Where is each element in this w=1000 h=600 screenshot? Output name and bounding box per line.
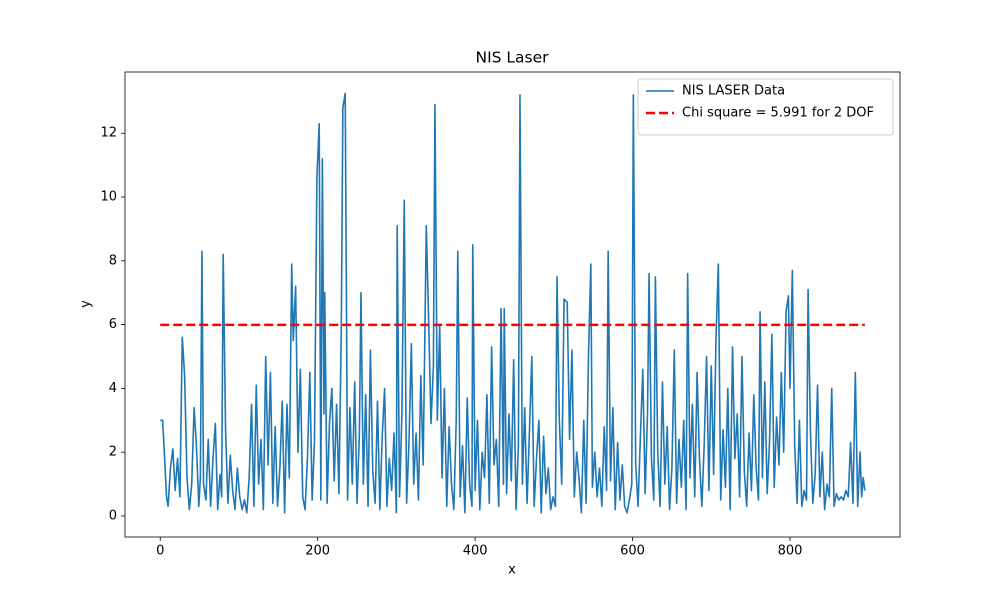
legend: NIS LASER Data Chi square = 5.991 for 2 D… bbox=[637, 78, 894, 136]
legend-label: NIS LASER Data bbox=[682, 84, 785, 99]
y-tick-label: 12 bbox=[100, 126, 117, 141]
legend-box bbox=[637, 78, 894, 136]
x-tick-label: 800 bbox=[778, 544, 803, 559]
x-tick-label: 200 bbox=[305, 544, 330, 559]
y-axis-label: y bbox=[79, 300, 94, 308]
x-axis-label: x bbox=[508, 563, 516, 578]
data-line bbox=[160, 92, 866, 514]
x-tick-label: 600 bbox=[620, 544, 645, 559]
x-tick-label: 400 bbox=[463, 544, 488, 559]
y-tick-label: 2 bbox=[109, 445, 117, 460]
y-tick-label: 0 bbox=[109, 508, 117, 523]
x-tick-label: 0 bbox=[156, 544, 164, 559]
y-tick-label: 6 bbox=[109, 317, 117, 332]
legend-label: Chi square = 5.991 for 2 DOF bbox=[682, 106, 874, 121]
y-tick-label: 10 bbox=[100, 190, 117, 205]
axes-frame bbox=[124, 71, 901, 538]
chart-title: NIS Laser bbox=[475, 49, 549, 67]
y-tick-label: 4 bbox=[109, 381, 117, 396]
y-tick-label: 8 bbox=[109, 253, 117, 268]
